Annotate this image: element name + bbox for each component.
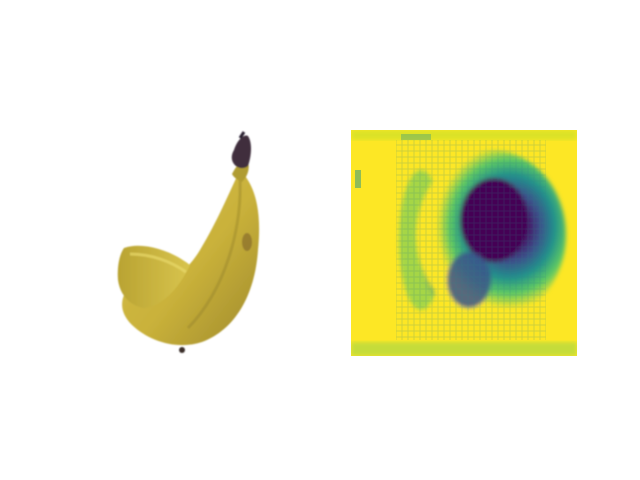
banana-image	[117, 131, 260, 353]
banana-stem	[231, 135, 251, 169]
banana-image-panel	[90, 130, 316, 356]
attention-heatmap	[351, 130, 577, 356]
heatmap-panel	[351, 130, 577, 356]
banana-peel-flap	[117, 245, 190, 308]
